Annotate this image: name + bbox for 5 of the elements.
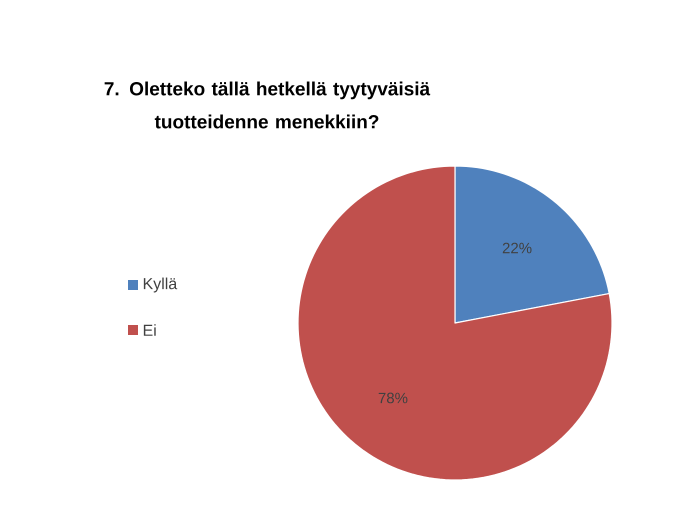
data-label: 78% (378, 392, 408, 404)
legend-label: Kyllä (144, 278, 178, 292)
data-label: 22% (502, 242, 532, 254)
legend-label: Ei (144, 324, 156, 336)
chart-title: 7. Oletteko tällä hetkellä tyytyväisiä tuotteidenne menekkiin? (104, 82, 430, 128)
